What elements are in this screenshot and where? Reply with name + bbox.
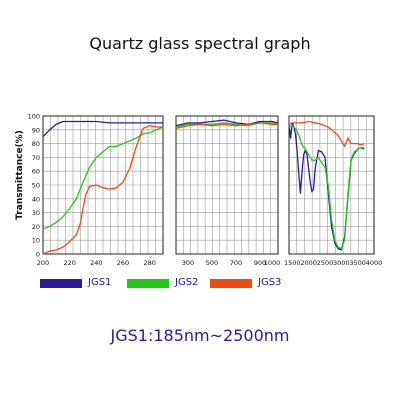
series-line-jgs1-panel-3 xyxy=(288,122,365,251)
chart-subtitle: JGS1:185nm~2500nm xyxy=(110,326,290,345)
series-line-jgs1-panel-1 xyxy=(42,120,163,138)
series-line-jgs3-panel-1 xyxy=(42,125,163,255)
series-line-jgs3-panel-2 xyxy=(175,122,278,130)
x-tick-label: 4000 xyxy=(366,259,383,267)
legend-swatch-jgs1 xyxy=(40,279,82,288)
x-tick-label: 220 xyxy=(63,259,75,267)
series-line-jgs2-panel-1 xyxy=(42,126,164,230)
x-tick-label: 300 xyxy=(182,259,194,267)
x-tick-label: 240 xyxy=(90,259,102,267)
x-tick-label: 3000 xyxy=(333,259,350,267)
x-tick-label: 1500 xyxy=(284,259,301,267)
y-tick-label: 50 xyxy=(32,182,40,190)
legend-label-jgs3: JGS3 xyxy=(258,277,282,288)
y-tick-label: 10 xyxy=(32,237,40,245)
y-tick-label: 30 xyxy=(32,209,40,217)
x-tick-label: 2500 xyxy=(317,259,334,267)
y-tick-label: 90 xyxy=(32,126,40,134)
panel-frame xyxy=(42,115,164,255)
x-tick-label: 500 xyxy=(206,259,218,267)
x-tick-label: 3500 xyxy=(349,259,366,267)
legend-label-jgs2: JGS2 xyxy=(175,277,199,288)
legend-swatch-jgs2 xyxy=(127,279,169,288)
y-tick-label: 60 xyxy=(32,168,40,176)
legend: JGS1 JGS2 JGS3 xyxy=(40,277,380,291)
x-tick-label: 1000 xyxy=(264,259,281,267)
legend-swatch-jgs3 xyxy=(210,279,252,288)
y-tick-label: 20 xyxy=(32,223,40,231)
legend-label-jgs1: JGS1 xyxy=(88,277,112,288)
panel-frame xyxy=(175,115,279,255)
chart-title: Quartz glass spectral graph xyxy=(89,34,311,53)
series-line-jgs2-panel-2 xyxy=(175,122,279,128)
panel-frame xyxy=(288,115,375,255)
series-line-jgs3-panel-3 xyxy=(288,120,365,148)
x-tick-label: 260 xyxy=(117,259,129,267)
x-tick-label: 900 xyxy=(254,259,266,267)
series-line-jgs2-panel-3 xyxy=(288,125,365,250)
series-line-jgs1-panel-2 xyxy=(175,119,279,127)
x-tick-label: 200 xyxy=(37,259,49,267)
y-tick-label: 40 xyxy=(32,195,40,203)
spectral-plot: 0 10 20 30 40 50 60 70 80 90 100 200 220 240 260 280 300… xyxy=(28,113,383,268)
x-tick-label: 700 xyxy=(230,259,242,267)
x-tick-label: 2000 xyxy=(300,259,317,267)
x-tick-label: 280 xyxy=(143,259,155,267)
y-tick-label: 0 xyxy=(36,251,40,259)
y-tick-label: 70 xyxy=(32,154,40,162)
y-tick-label: 80 xyxy=(32,140,40,148)
y-tick-label: 100 xyxy=(28,113,40,121)
